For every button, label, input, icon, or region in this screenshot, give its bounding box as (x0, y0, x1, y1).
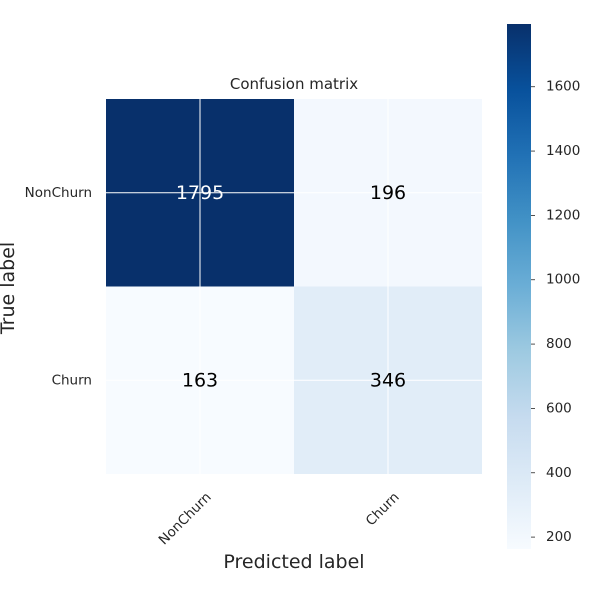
y-tick-label: Churn (52, 372, 92, 388)
cell-value-0-0: 1795 (176, 182, 224, 204)
colorbar-tick-label: 1000 (546, 272, 580, 288)
colorbar-tick-label: 600 (546, 400, 572, 416)
y-tick-label: NonChurn (25, 185, 92, 201)
y-tick-labels: NonChurn Churn (25, 185, 92, 389)
colorbar-tick-label: 400 (546, 465, 572, 481)
cell-value-0-1: 196 (370, 182, 406, 204)
x-tick-label: NonChurn (156, 489, 215, 548)
chart-title: Confusion matrix (230, 75, 358, 93)
colorbar (507, 24, 531, 549)
x-tick-label: Churn (363, 489, 403, 529)
grid-lines (106, 99, 482, 474)
y-axis-label: True label (0, 242, 19, 335)
colorbar-tick-label: 1400 (546, 143, 580, 159)
x-tick-labels: NonChurn Churn (156, 489, 403, 548)
colorbar-tick-label: 200 (546, 529, 572, 545)
colorbar-tick-label: 1600 (546, 79, 580, 95)
colorbar-tick-label: 800 (546, 336, 572, 352)
colorbar-tick-labels: 200 400 600 800 1000 1200 1400 1600 (531, 79, 580, 545)
x-axis-label: Predicted label (223, 551, 364, 573)
cell-value-labels: 1795 196 163 346 (176, 182, 406, 392)
colorbar-tick-label: 1200 (546, 207, 580, 223)
heatmap-cells (106, 99, 482, 474)
cell-value-1-1: 346 (370, 369, 406, 391)
cell-value-1-0: 163 (182, 369, 218, 391)
